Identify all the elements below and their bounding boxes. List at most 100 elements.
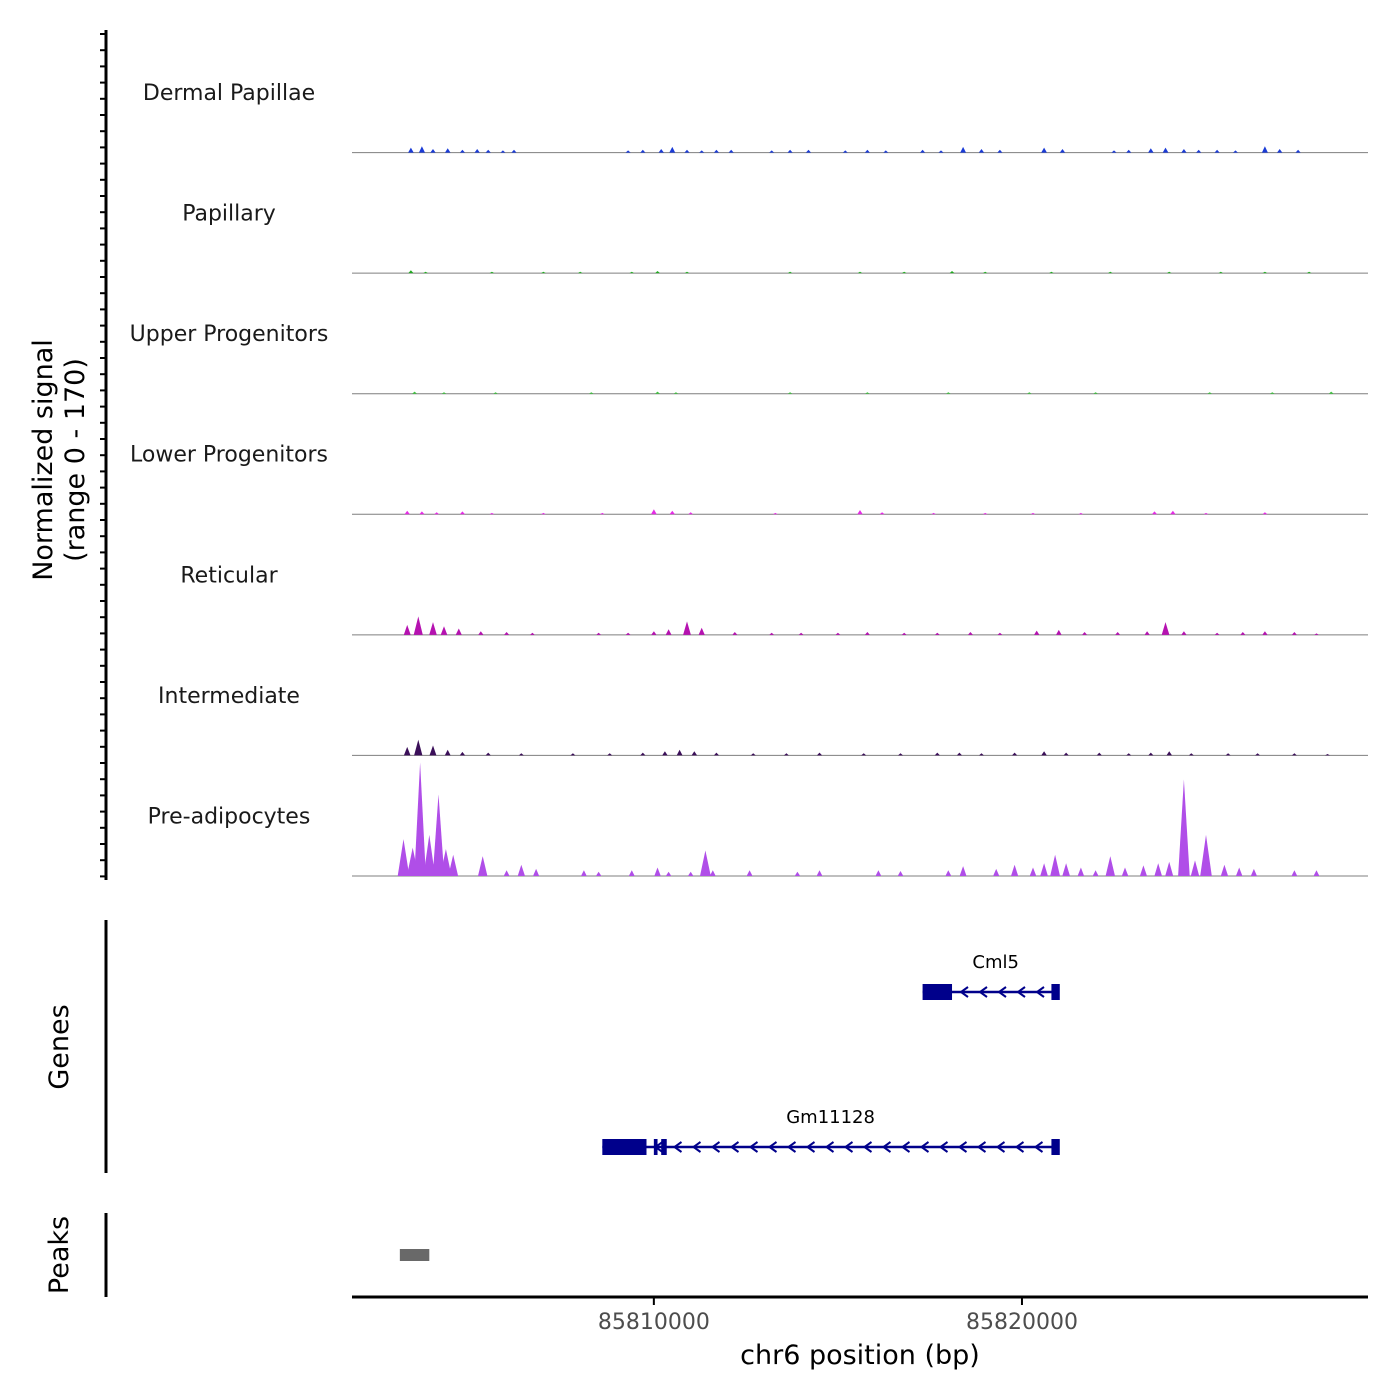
signal-peak (493, 392, 498, 394)
track-intermediate: Intermediate (158, 684, 1368, 756)
signal-peak (541, 512, 546, 515)
track-label: Intermediate (158, 684, 300, 709)
signal-peak (816, 752, 823, 756)
signal-peak (997, 149, 1003, 153)
track-label: Papillary (182, 202, 276, 227)
signal-peak (1250, 868, 1257, 876)
signal-peak (658, 149, 664, 153)
signal-peak (1269, 392, 1275, 394)
signal-peak (489, 271, 495, 274)
signal-peak (901, 632, 907, 635)
strand-arrow (959, 986, 969, 998)
gene-exon (661, 1139, 667, 1155)
signal-peak (898, 753, 903, 756)
strand-arrow (978, 986, 988, 998)
signal-peak (444, 749, 451, 756)
signal-peak (412, 391, 417, 394)
signal-peak (413, 616, 423, 635)
signal-peak (1096, 752, 1102, 756)
signal-peak (773, 512, 778, 515)
signal-peak (1077, 867, 1085, 876)
strand-arrow (805, 1141, 816, 1153)
signal-peak (1225, 753, 1231, 756)
signal-peak (805, 149, 811, 153)
signal-peak (440, 849, 452, 876)
signal-peak (816, 870, 823, 876)
signal-peak (581, 870, 587, 876)
track-label: Upper Progenitors (130, 322, 329, 347)
signal-peak (861, 753, 867, 756)
signal-peak (946, 392, 951, 394)
signal-peak (599, 512, 605, 515)
signal-peak (1105, 856, 1115, 876)
signal-peak (628, 870, 635, 876)
gene-models: Cml5 Gm11128 (602, 952, 1060, 1155)
x-tick-label: 85820000 (966, 1310, 1078, 1335)
track-label: Reticular (180, 563, 278, 588)
track-dermal-papillae: Dermal Papillae (143, 81, 1368, 154)
signal-peak (459, 751, 466, 756)
signal-peak (1207, 392, 1213, 394)
signal-peak (429, 745, 437, 756)
signal-peak (503, 870, 510, 876)
genes-track-label: Genes (44, 1004, 75, 1089)
signal-peak (570, 753, 576, 756)
signal-peak (629, 271, 635, 274)
signal-peak (699, 150, 705, 153)
signal-peak (489, 512, 495, 515)
track-label: Dermal Papillae (143, 81, 315, 106)
signal-peak (865, 392, 870, 394)
signal-peak (728, 149, 734, 153)
signal-peak (746, 870, 753, 876)
signal-peak (1291, 753, 1297, 756)
signal-peak (1115, 632, 1121, 635)
signal-peak (459, 149, 465, 153)
signal-peak (419, 511, 425, 515)
signal-peak (684, 149, 690, 153)
signal-peak (1313, 870, 1320, 876)
signal-peak (732, 632, 738, 635)
signal-peak (403, 624, 411, 635)
signal-peak (1181, 149, 1187, 153)
signal-peak (1151, 511, 1158, 515)
signal-peak (956, 752, 962, 756)
signal-peak (967, 632, 973, 635)
signal-peak (857, 510, 863, 515)
signal-peak (445, 148, 451, 153)
signal-peak (798, 632, 804, 635)
signal-peak (1063, 752, 1069, 756)
signal-peak (709, 870, 716, 876)
signal-peak (485, 752, 491, 756)
peaks-track-label: Peaks (44, 1216, 75, 1294)
signal-peak (1203, 512, 1209, 515)
gene-label: Gm11128 (786, 1107, 875, 1128)
track-upper-progenitors: Upper Progenitors (130, 322, 1368, 395)
signal-peak (673, 392, 679, 394)
signal-peak (676, 749, 683, 756)
signal-peak (665, 871, 672, 876)
signal-axis-range: (range 0 - 170) (60, 358, 91, 562)
signal-peak (455, 628, 462, 635)
strand-arrow (1016, 986, 1026, 998)
signal-peak (1041, 751, 1047, 756)
signal-peak (448, 854, 459, 876)
strand-arrow (881, 1141, 892, 1153)
signal-peak (669, 510, 675, 515)
signal-peak (1148, 148, 1154, 153)
signal-peak (1328, 391, 1334, 394)
signal-peak (1049, 271, 1054, 274)
signal-peak (1166, 751, 1172, 756)
strand-arrow (1033, 1141, 1044, 1153)
signal-peak (1121, 867, 1129, 876)
signal-peak (864, 632, 870, 635)
signal-peak (945, 870, 952, 876)
signal-peak (1082, 632, 1088, 635)
strand-arrow (900, 1141, 911, 1153)
signal-axis-title: Normalized signal (28, 339, 59, 581)
strand-arrow (748, 1141, 759, 1153)
signal-peak (960, 146, 966, 153)
signal-peak (1178, 779, 1190, 876)
signal-peak (1107, 271, 1113, 274)
signal-peak (654, 867, 661, 876)
